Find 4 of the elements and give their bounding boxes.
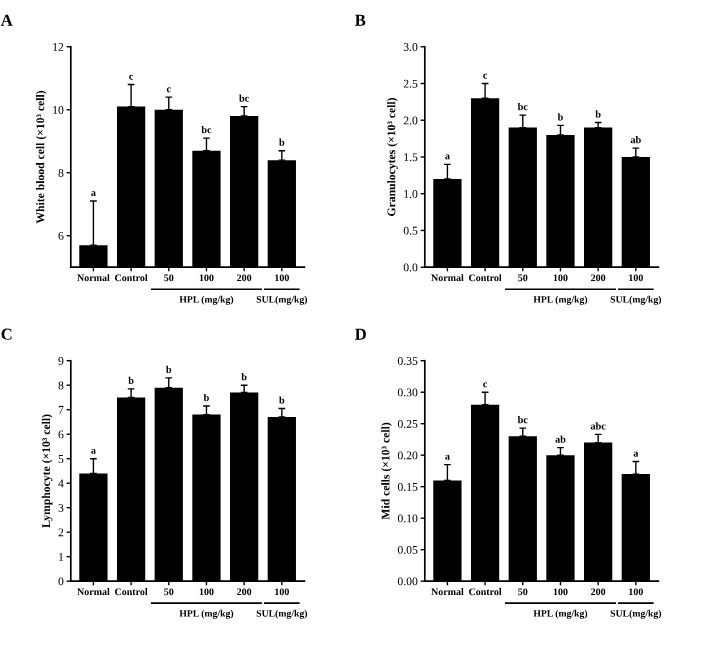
chart-title: A xyxy=(0,14,13,26)
chart-title: C xyxy=(1,328,12,340)
chart-title: D xyxy=(355,328,366,340)
chart-title: B xyxy=(354,14,366,26)
